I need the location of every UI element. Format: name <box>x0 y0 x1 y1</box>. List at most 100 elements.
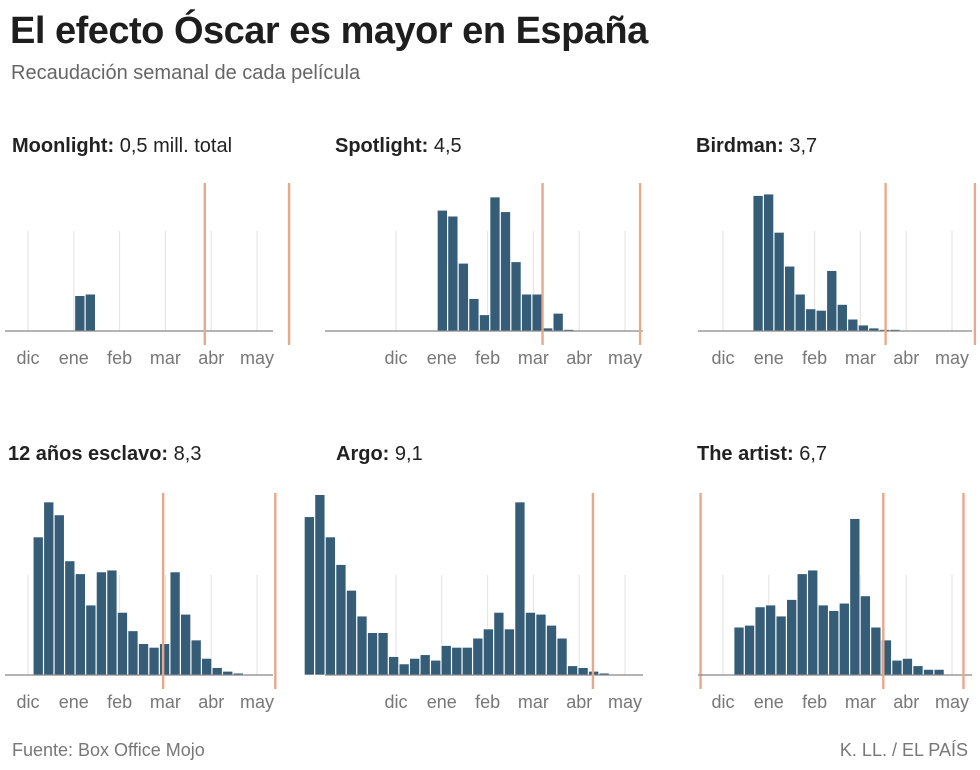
bar <box>169 571 181 676</box>
bar <box>472 637 484 676</box>
bar <box>367 632 378 676</box>
bar <box>902 658 913 676</box>
bar <box>521 293 532 332</box>
bar <box>211 667 223 676</box>
bar <box>796 573 808 676</box>
bar <box>64 560 76 676</box>
bar <box>837 304 848 332</box>
bar <box>933 669 945 676</box>
panel-title: Birdman: 3,7 <box>696 135 817 157</box>
panel-1: dic ene feb mar abr may Moonlight: 0,5 mill. t… <box>5 135 291 368</box>
film-name: Moonlight: <box>12 135 114 157</box>
bar <box>493 612 505 676</box>
bar <box>106 569 118 676</box>
tick-label: mar <box>150 692 181 712</box>
bar <box>74 295 86 332</box>
bar <box>525 612 536 676</box>
bar <box>117 612 128 676</box>
bar <box>85 604 97 676</box>
tick-label: mar <box>845 348 876 368</box>
bar <box>556 637 568 676</box>
bar <box>437 210 448 332</box>
tick-label: may <box>935 348 969 368</box>
tick-label: may <box>608 348 642 368</box>
bar <box>577 667 589 676</box>
bar <box>304 516 315 676</box>
bar <box>409 658 420 676</box>
tick-label: dic <box>16 692 39 712</box>
tick-label: abr <box>893 348 919 368</box>
film-name: Spotlight: <box>335 135 428 157</box>
bar <box>468 298 480 332</box>
bar <box>531 293 543 332</box>
tick-label: feb <box>475 692 500 712</box>
tick-label: may <box>608 692 642 712</box>
bar <box>483 628 494 676</box>
bar <box>335 564 347 676</box>
panel-title: 12 años esclavo: 8,3 <box>8 443 201 465</box>
bar <box>325 536 336 676</box>
chart-subtitle: Recaudación semanal de cada película <box>11 62 361 84</box>
bar <box>75 573 86 676</box>
bar <box>828 610 840 676</box>
tick-label: feb <box>802 348 827 368</box>
bar <box>775 615 787 676</box>
bar <box>504 628 515 676</box>
bar <box>138 643 149 676</box>
bar <box>462 647 473 676</box>
bar <box>826 270 838 332</box>
panel-title: Moonlight: 0,5 mill. total <box>12 135 232 157</box>
tick-label: feb <box>107 348 132 368</box>
bar <box>388 656 399 676</box>
bar <box>807 569 818 676</box>
bar <box>794 293 806 332</box>
bar <box>805 308 816 332</box>
bar <box>398 663 410 676</box>
bar <box>923 669 934 676</box>
bar <box>535 613 547 676</box>
bar <box>458 262 469 332</box>
panel-title: The artist: 6,7 <box>697 443 827 465</box>
bar <box>510 261 522 332</box>
bar <box>849 518 861 676</box>
bar <box>763 193 774 332</box>
tick-label: ene <box>59 348 89 368</box>
film-total: 3,7 <box>784 135 817 157</box>
bar <box>784 265 795 332</box>
bar <box>127 630 139 676</box>
tick-label: abr <box>566 692 592 712</box>
film-name: Birdman: <box>696 135 784 157</box>
film-total: 4,5 <box>428 135 461 157</box>
bar <box>430 659 441 676</box>
bar <box>346 590 357 676</box>
tick-label: ene <box>754 692 784 712</box>
panel-title: Argo: 9,1 <box>336 443 423 465</box>
film-total: 9,1 <box>389 443 422 465</box>
tick-label: abr <box>566 348 592 368</box>
bar <box>190 639 202 676</box>
bar <box>479 314 490 332</box>
film-total: 6,7 <box>794 443 827 465</box>
tick-label: abr <box>198 348 224 368</box>
tick-label: ene <box>754 348 784 368</box>
bar <box>744 625 755 676</box>
bar <box>447 215 459 332</box>
panel-5: dic ene feb mar abr may Argo: 9,1 <box>304 443 702 712</box>
bar <box>786 599 797 676</box>
bar <box>85 293 96 332</box>
tick-label: may <box>240 348 274 368</box>
bar <box>489 196 501 332</box>
tick-label: feb <box>802 692 827 712</box>
bar <box>815 310 827 332</box>
tick-label: ene <box>427 348 457 368</box>
film-name: Argo: <box>336 443 389 465</box>
tick-label: abr <box>893 692 919 712</box>
bar <box>180 613 191 676</box>
panel-2: dic ene feb mar abr may Spotlight: 4,5 <box>325 135 643 368</box>
bar <box>912 665 924 676</box>
bar <box>752 195 764 332</box>
bar <box>96 571 107 676</box>
tick-label: dic <box>384 348 407 368</box>
bar <box>148 647 160 676</box>
